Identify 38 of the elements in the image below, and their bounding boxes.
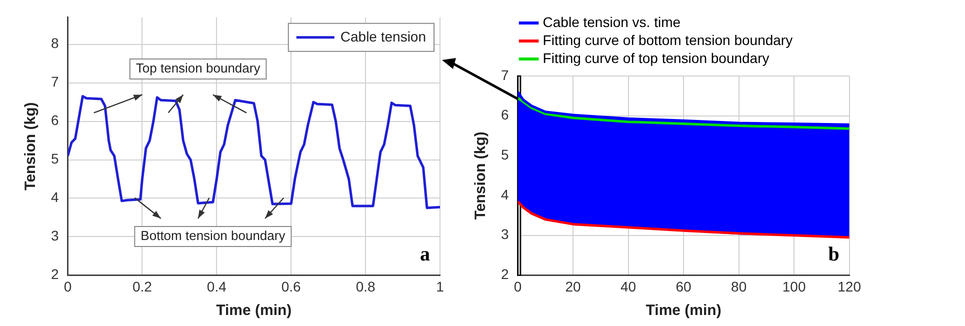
- y-tick-label: 3: [50, 228, 59, 244]
- y-tick-label: 7: [50, 74, 59, 90]
- x-tick-label: 0: [514, 278, 522, 294]
- legend-label: Cable tension: [340, 28, 426, 44]
- y-tick-label: 2: [50, 266, 59, 282]
- x-tick-label: 40: [620, 278, 636, 294]
- x-tick-label: 80: [731, 278, 747, 294]
- y-axis-title: Tension (kg): [22, 102, 40, 190]
- x-tick-label: 100: [782, 278, 806, 294]
- x-tick-label: 120: [838, 278, 862, 294]
- x-tick-label: 20: [565, 278, 582, 294]
- y-tick-label: 3: [500, 226, 509, 242]
- y-tick-label: 6: [500, 106, 509, 123]
- x-axis-title: Time (min): [216, 302, 292, 320]
- y-tick-label: 5: [50, 150, 59, 167]
- x-tick-label: 60: [676, 278, 692, 294]
- x-tick-label: 1: [436, 278, 444, 294]
- annotation: a: [420, 243, 430, 266]
- y-tick-label: 8: [50, 35, 59, 52]
- y-tick-label: 6: [50, 112, 59, 128]
- x-tick-label: 0: [64, 278, 72, 294]
- annotation: Top tension boundary: [136, 60, 261, 76]
- y-tick-label: 5: [500, 146, 509, 163]
- y-axis-title: Tension (kg): [472, 132, 490, 220]
- x-tick-label: 0.4: [206, 278, 227, 294]
- annotation: Bottom tension boundary: [140, 228, 286, 244]
- y-tick-label: 4: [500, 186, 509, 202]
- legend-label: Fitting curve of bottom tension boundary: [542, 32, 793, 48]
- x-axis-title: Time (min): [646, 302, 722, 320]
- x-tick-label: 0.2: [132, 278, 152, 294]
- x-tick-label: 0.6: [281, 278, 302, 294]
- y-tick-label: 4: [50, 189, 59, 206]
- legend-label: Fitting curve of top tension boundary: [542, 50, 770, 66]
- y-tick-label: 7: [500, 66, 509, 83]
- y-tick-label: 2: [500, 266, 509, 282]
- x-tick-label: 0.8: [356, 278, 376, 294]
- legend-label: Cable tension vs. time: [542, 14, 681, 30]
- annotation: b: [828, 243, 840, 266]
